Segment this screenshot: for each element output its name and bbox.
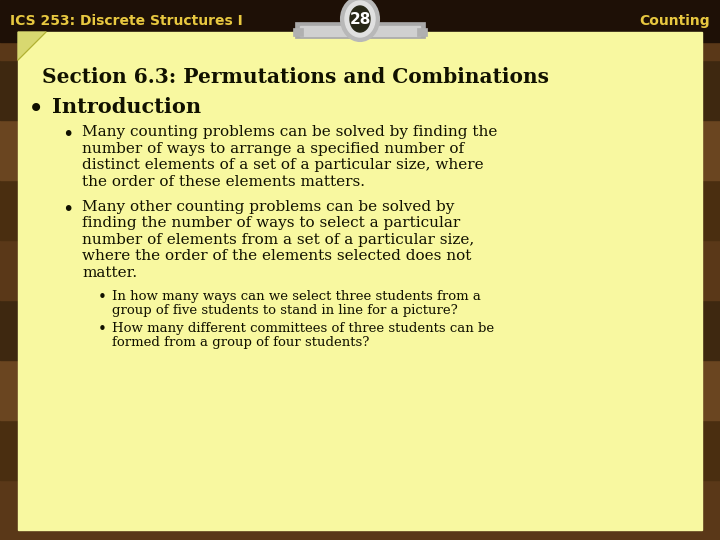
Text: Counting: Counting <box>639 14 710 28</box>
Bar <box>0 359 720 420</box>
Text: Many other counting problems can be solved by: Many other counting problems can be solv… <box>82 200 454 214</box>
Text: •: • <box>28 95 44 123</box>
Text: the order of these elements matters.: the order of these elements matters. <box>82 174 365 188</box>
Bar <box>300 26 420 36</box>
Bar <box>0 0 720 60</box>
Bar <box>0 0 720 42</box>
Text: group of five students to stand in line for a picture?: group of five students to stand in line … <box>112 304 458 317</box>
Polygon shape <box>18 32 702 530</box>
Bar <box>295 22 425 38</box>
Text: distinct elements of a set of a particular size, where: distinct elements of a set of a particul… <box>82 158 484 172</box>
Text: •: • <box>62 200 73 219</box>
Text: •: • <box>98 290 107 305</box>
Text: where the order of the elements selected does not: where the order of the elements selected… <box>82 249 472 264</box>
Text: •: • <box>62 125 73 144</box>
Bar <box>0 419 720 480</box>
Text: number of ways to arrange a specified number of: number of ways to arrange a specified nu… <box>82 141 464 156</box>
Bar <box>0 179 720 240</box>
Text: finding the number of ways to select a particular: finding the number of ways to select a p… <box>82 217 460 231</box>
Text: Many counting problems can be solved by finding the: Many counting problems can be solved by … <box>82 125 498 139</box>
Text: number of elements from a set of a particular size,: number of elements from a set of a parti… <box>82 233 474 247</box>
Bar <box>0 239 720 300</box>
Text: In how many ways can we select three students from a: In how many ways can we select three stu… <box>112 290 481 303</box>
Text: How many different committees of three students can be: How many different committees of three s… <box>112 322 494 335</box>
Bar <box>0 119 720 180</box>
Text: Introduction: Introduction <box>52 97 201 117</box>
Bar <box>0 59 720 120</box>
Polygon shape <box>18 32 46 60</box>
Ellipse shape <box>350 6 370 32</box>
Ellipse shape <box>345 1 375 37</box>
Bar <box>417 28 427 36</box>
Bar <box>0 299 720 360</box>
Bar <box>293 28 303 36</box>
Text: formed from a group of four students?: formed from a group of four students? <box>112 336 369 349</box>
Text: ICS 253: Discrete Structures I: ICS 253: Discrete Structures I <box>10 14 243 28</box>
Bar <box>0 479 720 540</box>
Ellipse shape <box>341 0 379 41</box>
Text: Section 6.3: Permutations and Combinations: Section 6.3: Permutations and Combinatio… <box>42 67 549 87</box>
Text: matter.: matter. <box>82 266 137 280</box>
Text: •: • <box>98 322 107 337</box>
Text: 28: 28 <box>349 11 371 26</box>
